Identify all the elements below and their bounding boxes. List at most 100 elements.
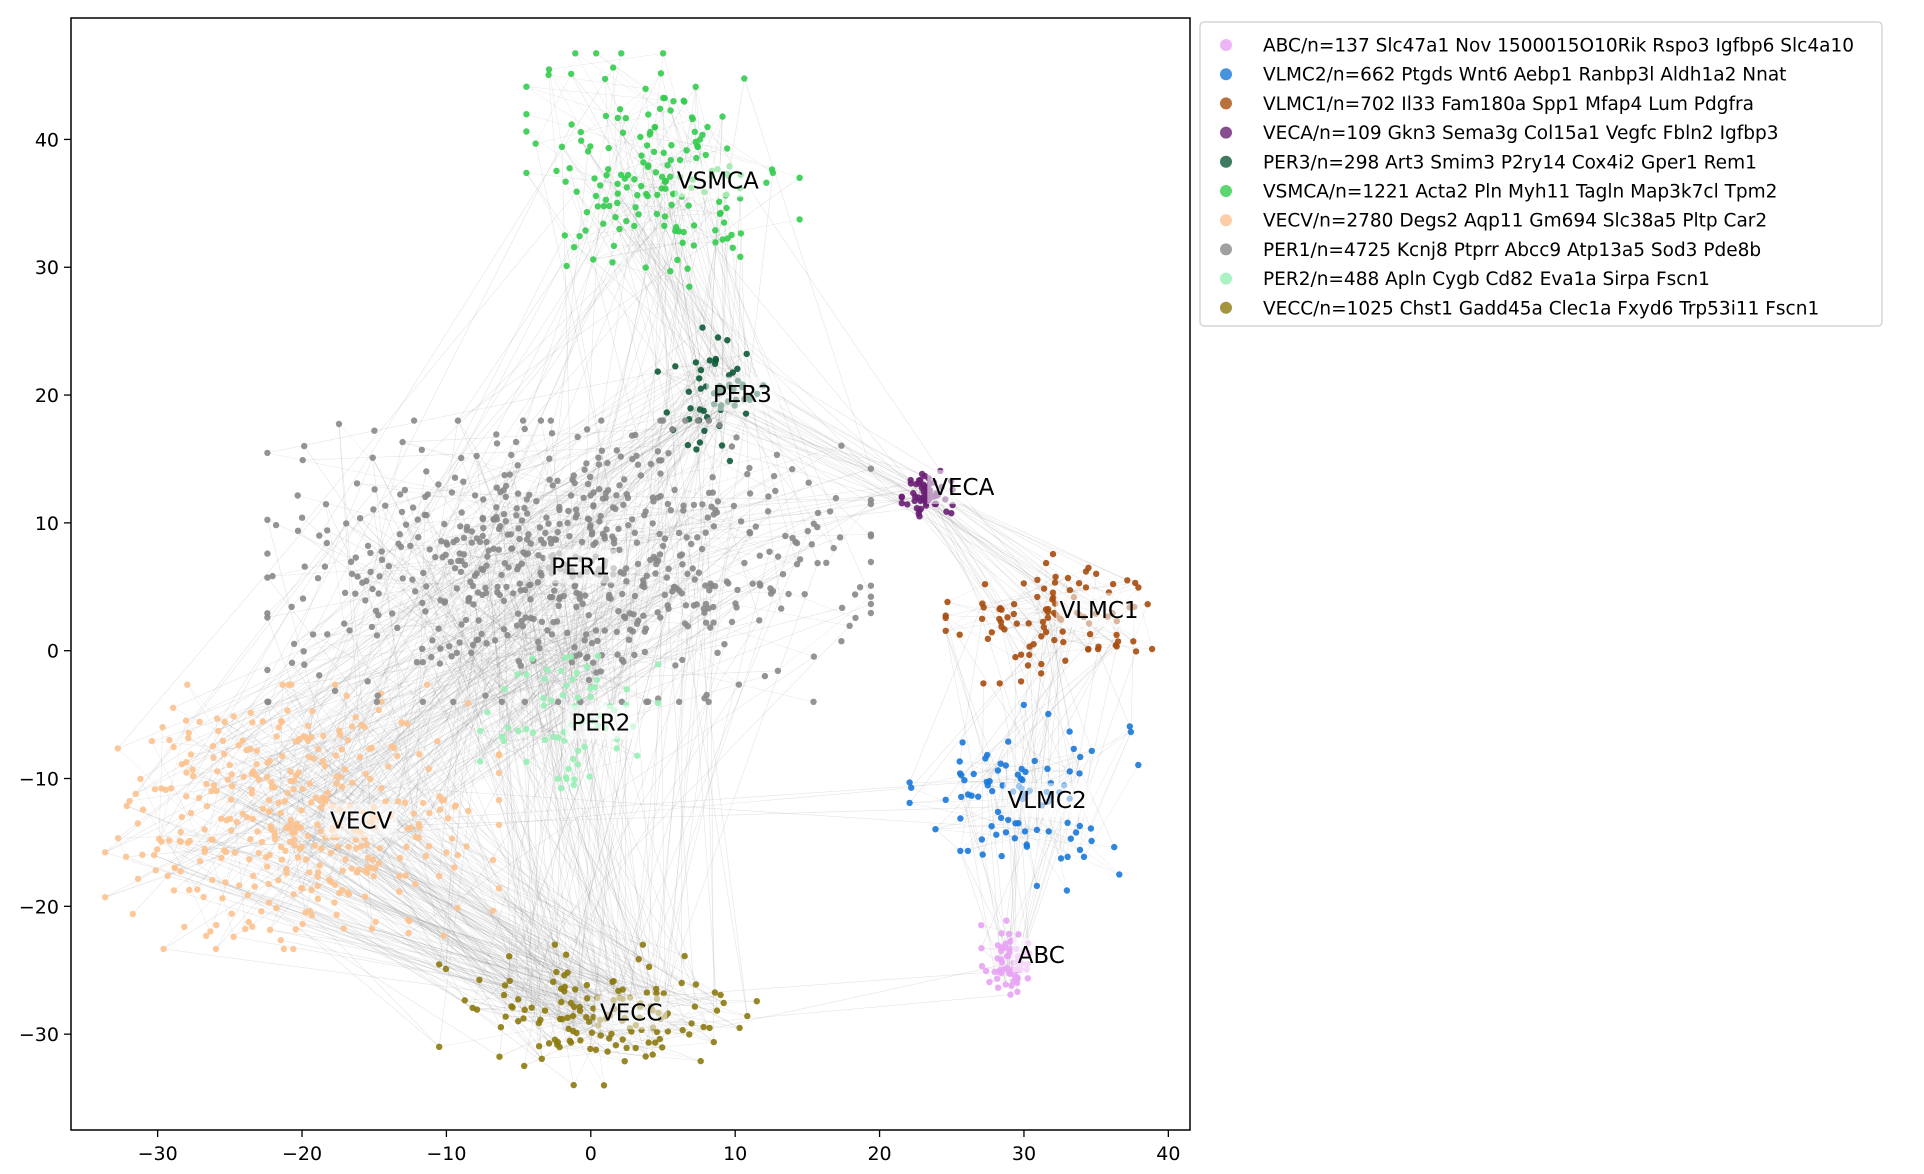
legend-marker <box>1220 272 1232 285</box>
data-point <box>299 785 306 793</box>
graph-edge <box>925 493 1136 584</box>
graph-edge <box>231 556 596 831</box>
data-point <box>454 417 462 424</box>
data-point <box>299 920 306 928</box>
data-point <box>538 1055 545 1063</box>
data-point <box>419 599 426 607</box>
data-point <box>1088 747 1096 755</box>
graph-edge <box>129 542 328 802</box>
graph-edge <box>683 232 702 371</box>
graph-edge <box>1090 731 1132 829</box>
graph-edge <box>540 420 657 989</box>
graph-edge <box>359 517 627 690</box>
graph-edge <box>707 416 952 482</box>
data-point <box>645 162 652 169</box>
graph-edge <box>657 371 927 504</box>
data-point <box>640 159 647 166</box>
graph-edge <box>529 494 928 502</box>
data-point <box>453 585 460 592</box>
data-point <box>409 504 417 511</box>
graph-edge <box>945 603 983 632</box>
data-point <box>236 882 243 889</box>
cluster-label-vecc: VECC <box>595 995 668 1030</box>
data-point <box>547 540 555 547</box>
graph-edge <box>460 386 707 573</box>
y-tick-label: −20 <box>19 896 59 918</box>
data-point <box>496 591 503 599</box>
data-point <box>654 700 662 707</box>
graph-edge <box>118 832 275 839</box>
graph-edge <box>153 854 653 1055</box>
graph-edge <box>443 935 590 1022</box>
data-point <box>203 780 210 788</box>
data-point <box>213 787 220 794</box>
graph-edge <box>659 603 707 1040</box>
graph-edge <box>507 727 545 741</box>
data-point <box>444 815 452 822</box>
data-point <box>501 472 508 479</box>
data-point <box>114 835 122 842</box>
graph-edge <box>390 503 872 817</box>
data-point <box>489 907 496 914</box>
cluster-label-box <box>1055 592 1143 627</box>
data-point <box>535 638 542 646</box>
data-point <box>333 780 340 787</box>
data-point <box>456 550 463 557</box>
data-point <box>385 763 392 770</box>
data-point <box>700 1023 707 1031</box>
graph-edge <box>556 571 567 973</box>
graph-edge <box>999 665 1029 684</box>
data-point <box>836 534 844 541</box>
data-point <box>1021 828 1029 835</box>
data-point <box>691 128 698 135</box>
data-point <box>471 572 479 579</box>
data-point <box>186 886 193 894</box>
data-point <box>1124 577 1131 584</box>
data-point <box>361 867 369 874</box>
graph-edge <box>212 574 600 747</box>
graph-edge <box>301 517 505 690</box>
graph-edge <box>689 286 738 369</box>
graph-edge <box>297 191 577 531</box>
data-point <box>1033 882 1041 890</box>
data-point <box>348 570 356 578</box>
data-point <box>440 796 448 804</box>
data-point <box>248 786 255 793</box>
graph-edge <box>421 648 620 998</box>
data-point <box>602 112 610 120</box>
data-point <box>349 779 356 786</box>
data-point <box>339 783 346 791</box>
data-point <box>521 698 529 705</box>
graph-edge <box>217 718 724 1004</box>
graph-edge <box>572 519 633 1032</box>
data-point <box>997 760 1004 767</box>
data-point <box>474 589 482 596</box>
data-point <box>625 636 633 643</box>
data-point <box>554 734 562 741</box>
graph-edge <box>532 664 659 733</box>
graph-edge <box>500 526 598 998</box>
data-point <box>1064 853 1071 860</box>
data-point <box>272 836 279 843</box>
data-point <box>221 847 228 854</box>
data-point <box>323 539 330 547</box>
data-point <box>278 856 286 863</box>
data-point <box>684 570 691 577</box>
data-point <box>1003 917 1010 924</box>
graph-edge <box>909 603 983 783</box>
graph-edge <box>664 225 734 390</box>
graph-edge <box>675 360 710 367</box>
graph-edge <box>923 484 1018 624</box>
data-point <box>640 580 647 587</box>
graph-edge <box>555 475 642 540</box>
graph-edge <box>526 539 562 789</box>
graph-edge <box>648 537 793 967</box>
data-point <box>649 520 656 527</box>
graph-edge <box>626 187 700 421</box>
graph-edge <box>935 641 1119 830</box>
graph-edge <box>476 625 850 1010</box>
cluster-label-text: PER1 <box>551 554 610 580</box>
graph-edge <box>422 602 474 646</box>
graph-edge <box>451 397 750 493</box>
data-point <box>513 622 521 629</box>
